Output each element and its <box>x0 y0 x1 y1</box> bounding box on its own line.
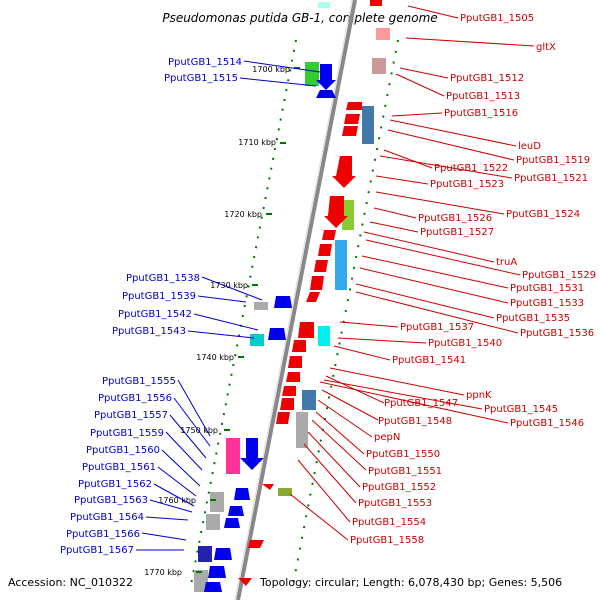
forward-strand-genes <box>204 64 336 592</box>
tick-label: 1740 kbp <box>196 353 234 362</box>
tick-label: 1730 kbp <box>210 281 248 290</box>
gene-label: PputGB1_1546 <box>510 418 584 429</box>
topology-label: Topology: circular; Length: 6,078,430 bp… <box>259 576 562 589</box>
gene-label: PputGB1_1531 <box>510 283 584 294</box>
reverse-strand-genes <box>238 0 382 586</box>
gene-label: PputGB1_1547 <box>384 398 458 409</box>
gene-label: PputGB1_1560 <box>86 445 160 456</box>
gene-label: pepN <box>374 432 400 443</box>
gene-label: PputGB1_1513 <box>446 91 520 102</box>
gene-label: PputGB1_1550 <box>366 449 440 460</box>
gene-label: PputGB1_1559 <box>90 428 164 439</box>
gene-label: PputGB1_1551 <box>368 466 442 477</box>
gene-label: PputGB1_1557 <box>94 410 168 421</box>
feature-track <box>194 2 390 592</box>
gene-label: PputGB1_1533 <box>510 298 584 309</box>
tick-label: 1700 kbp <box>252 65 290 74</box>
genome-backbone <box>236 0 357 600</box>
gene-label: PputGB1_1543 <box>112 326 186 337</box>
left-leader-lines <box>136 60 321 551</box>
accession-label: Accession: NC_010322 <box>8 576 133 589</box>
gene-label: PputGB1_1526 <box>418 213 492 224</box>
gene-label: PputGB1_1535 <box>496 313 570 324</box>
tick-label: 1750 kbp <box>180 426 218 435</box>
tick-label: 1710 kbp <box>238 138 276 147</box>
gene-label: PputGB1_1512 <box>450 73 524 84</box>
tick-label: 1770 kbp <box>144 568 182 577</box>
gene-label: PputGB1_1523 <box>430 179 504 190</box>
gene-label: PputGB1_1537 <box>400 322 474 333</box>
right-gene-labels: PputGB1_1505 gltX PputGB1_1512 PputGB1_1… <box>350 13 596 546</box>
gene-label: PputGB1_1564 <box>70 512 144 523</box>
tick-label: 1760 kbp <box>158 496 196 505</box>
right-leader-lines <box>289 5 535 541</box>
left-gene-labels: PputGB1_1514 PputGB1_1515 PputGB1_1538 P… <box>60 57 242 556</box>
gene-label: PputGB1_1514 <box>168 57 242 68</box>
gene-label: PputGB1_1540 <box>428 338 502 349</box>
gene-label: PputGB1_1562 <box>78 479 152 490</box>
map-title: Pseudomonas putida GB-1, complete genome <box>162 11 437 25</box>
gene-label: PputGB1_1548 <box>378 416 452 427</box>
gene-label: PputGB1_1515 <box>164 73 238 84</box>
gene-label: PputGB1_1555 <box>102 376 176 387</box>
gene-label: gltX <box>536 42 556 53</box>
tick-label: 1720 kbp <box>224 210 262 219</box>
gene-label: PputGB1_1519 <box>516 155 590 166</box>
gene-label: PputGB1_1554 <box>352 517 426 528</box>
gene-label: PputGB1_1566 <box>66 529 140 540</box>
gene-label: PputGB1_1541 <box>392 355 466 366</box>
gene-label: PputGB1_1505 <box>460 13 534 24</box>
gene-label: PputGB1_1522 <box>434 163 508 174</box>
gene-label: PputGB1_1561 <box>82 462 156 473</box>
gene-label: PputGB1_1521 <box>514 173 588 184</box>
gene-label: PputGB1_1567 <box>60 545 134 556</box>
gene-label: leuD <box>518 141 541 152</box>
gene-label: PputGB1_1552 <box>362 482 436 493</box>
gene-label: PputGB1_1539 <box>122 291 196 302</box>
gene-label: PputGB1_1538 <box>126 273 200 284</box>
gene-label: PputGB1_1558 <box>350 535 424 546</box>
gene-label: ppnK <box>466 390 492 401</box>
gene-label: PputGB1_1563 <box>74 495 148 506</box>
gene-label: PputGB1_1542 <box>118 309 192 320</box>
tick-labels: 1700 kbp 1710 kbp 1720 kbp 1730 kbp 1740… <box>144 65 290 577</box>
gene-label: PputGB1_1556 <box>98 393 172 404</box>
gene-label: PputGB1_1529 <box>522 270 596 281</box>
gene-label: PputGB1_1524 <box>506 209 580 220</box>
gene-label: PputGB1_1527 <box>420 227 494 238</box>
gene-label: PputGB1_1545 <box>484 404 558 415</box>
gene-label: PputGB1_1516 <box>444 108 518 119</box>
gene-label: truA <box>496 257 517 268</box>
gene-label: PputGB1_1536 <box>520 328 594 339</box>
tick-guide <box>189 39 297 591</box>
gene-label: PputGB1_1553 <box>358 498 432 509</box>
